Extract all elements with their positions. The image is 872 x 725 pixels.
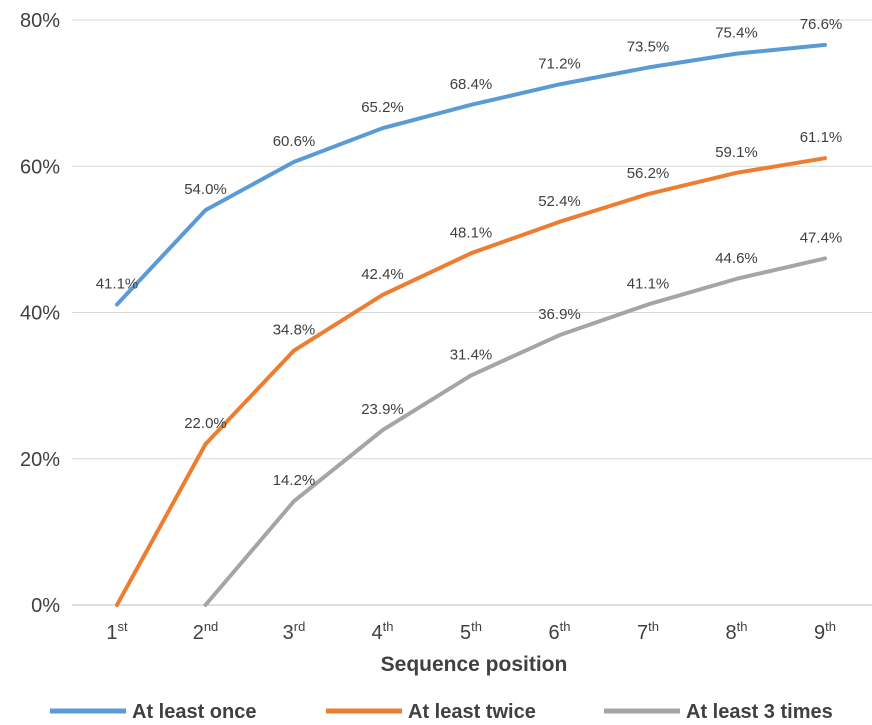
x-tick-label: 4th — [372, 619, 394, 644]
data-label: 76.6% — [800, 16, 843, 33]
data-label: 52.4% — [538, 193, 581, 210]
data-label: 47.4% — [800, 229, 843, 246]
data-label: 31.4% — [450, 346, 493, 363]
y-tick-label: 40% — [20, 303, 60, 325]
series-lines — [115, 42, 827, 607]
y-axis: 0% 20% 40% 60% 80% — [20, 10, 60, 617]
series-line — [115, 42, 827, 307]
gridlines — [72, 19, 872, 606]
data-label: 41.1% — [627, 275, 670, 292]
x-tick-label: 3rd — [283, 619, 306, 644]
legend-label: At least 3 times — [686, 701, 833, 723]
data-label: 41.1% — [96, 275, 139, 292]
data-label: 42.4% — [361, 266, 404, 283]
y-tick-label: 60% — [20, 156, 60, 178]
series-line — [115, 156, 827, 607]
x-tick-label: 7th — [637, 619, 659, 644]
x-tick-label: 5th — [460, 619, 482, 644]
data-label: 56.2% — [627, 165, 670, 182]
x-tick-label: 8th — [726, 619, 748, 644]
y-tick-label: 80% — [20, 10, 60, 32]
legend-label: At least twice — [408, 701, 536, 723]
data-labels: 41.1% 54.0% 60.6% 65.2% 68.4% 71.2% 73.5% 75.4%… — [96, 16, 843, 489]
y-tick-label: 0% — [31, 595, 60, 617]
data-label: 54.0% — [184, 181, 227, 198]
x-tick-label: 6th — [549, 619, 571, 644]
x-tick-label: 9th — [814, 619, 836, 644]
data-label: 71.2% — [538, 55, 581, 72]
x-tick-label: 1st — [106, 619, 128, 644]
data-label: 61.1% — [800, 129, 843, 146]
data-label: 34.8% — [273, 322, 316, 339]
data-label: 68.4% — [450, 76, 493, 93]
legend: At least once At least twice At least 3 ti… — [50, 701, 833, 723]
data-label: 22.0% — [184, 415, 227, 432]
data-label: 75.4% — [715, 25, 758, 42]
data-label: 73.5% — [627, 39, 670, 56]
x-axis-title: Sequence position — [381, 653, 568, 676]
data-label: 36.9% — [538, 306, 581, 323]
data-label: 48.1% — [450, 224, 493, 241]
y-tick-label: 20% — [20, 449, 60, 471]
data-label: 60.6% — [273, 133, 316, 150]
data-label: 59.1% — [715, 144, 758, 161]
x-axis: 1st 2nd 3rd 4th 5th 6th 7th 8th 9th — [106, 619, 836, 644]
legend-label: At least once — [132, 701, 256, 723]
data-label: 44.6% — [715, 250, 758, 267]
data-label: 65.2% — [361, 99, 404, 116]
data-label: 14.2% — [273, 472, 316, 489]
series-line — [203, 256, 827, 607]
x-tick-label: 2nd — [193, 619, 219, 644]
data-label: 23.9% — [361, 401, 404, 418]
